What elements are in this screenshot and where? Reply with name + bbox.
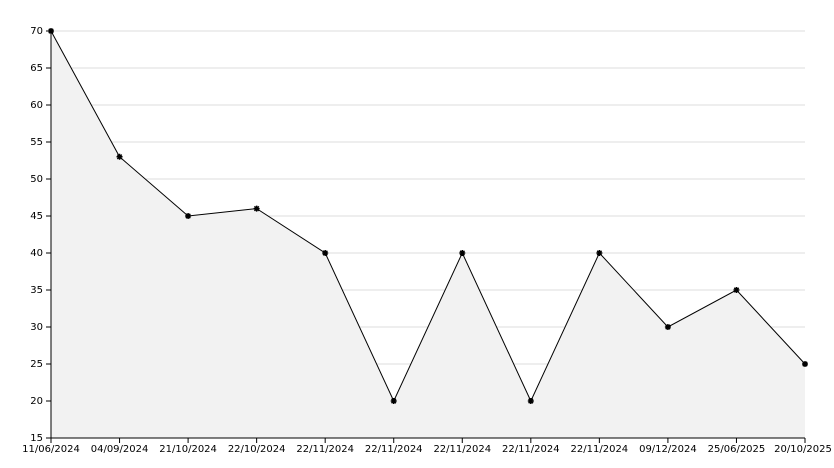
x-tick-label: 09/12/2024 xyxy=(639,444,697,455)
y-tick-label: 40 xyxy=(30,248,43,259)
x-tick-label: 22/11/2024 xyxy=(571,444,629,455)
y-tick-label: 50 xyxy=(30,174,43,185)
marker xyxy=(527,398,534,404)
marker xyxy=(802,361,808,367)
marker xyxy=(459,250,466,256)
marker xyxy=(322,250,329,256)
y-tick-label: 65 xyxy=(30,63,43,74)
marker xyxy=(596,250,603,256)
y-tick-label: 30 xyxy=(30,322,43,333)
x-tick-label: 22/11/2024 xyxy=(433,444,491,455)
y-tick-label: 70 xyxy=(30,26,43,37)
y-tick-label: 45 xyxy=(30,211,43,222)
x-tick-label: 21/10/2024 xyxy=(159,444,217,455)
y-tick-label: 20 xyxy=(30,396,43,407)
y-tick-label: 25 xyxy=(30,359,43,370)
marker xyxy=(733,287,740,293)
y-tick-label: 35 xyxy=(30,285,43,296)
x-tick-label: 22/10/2024 xyxy=(228,444,286,455)
x-tick-label: 11/06/2024 xyxy=(22,444,80,455)
x-tick-label: 22/11/2024 xyxy=(296,444,354,455)
marker xyxy=(116,153,123,160)
marker xyxy=(185,213,192,219)
line xyxy=(50,30,806,403)
y-tick-label: 60 xyxy=(30,100,43,111)
y-tick-label: 15 xyxy=(30,433,43,444)
x-tick-label: 22/11/2024 xyxy=(365,444,423,455)
marker xyxy=(390,398,397,404)
marker xyxy=(253,205,260,212)
area-fill xyxy=(51,31,805,438)
marker xyxy=(664,324,671,330)
x-tick-label: 20/10/2025 xyxy=(774,444,832,455)
x-tick-label: 25/06/2025 xyxy=(708,444,766,455)
y-tick-label: 55 xyxy=(30,137,43,148)
x-tick-label: 22/11/2024 xyxy=(502,444,560,455)
x-tick-label: 04/09/2024 xyxy=(91,444,149,455)
